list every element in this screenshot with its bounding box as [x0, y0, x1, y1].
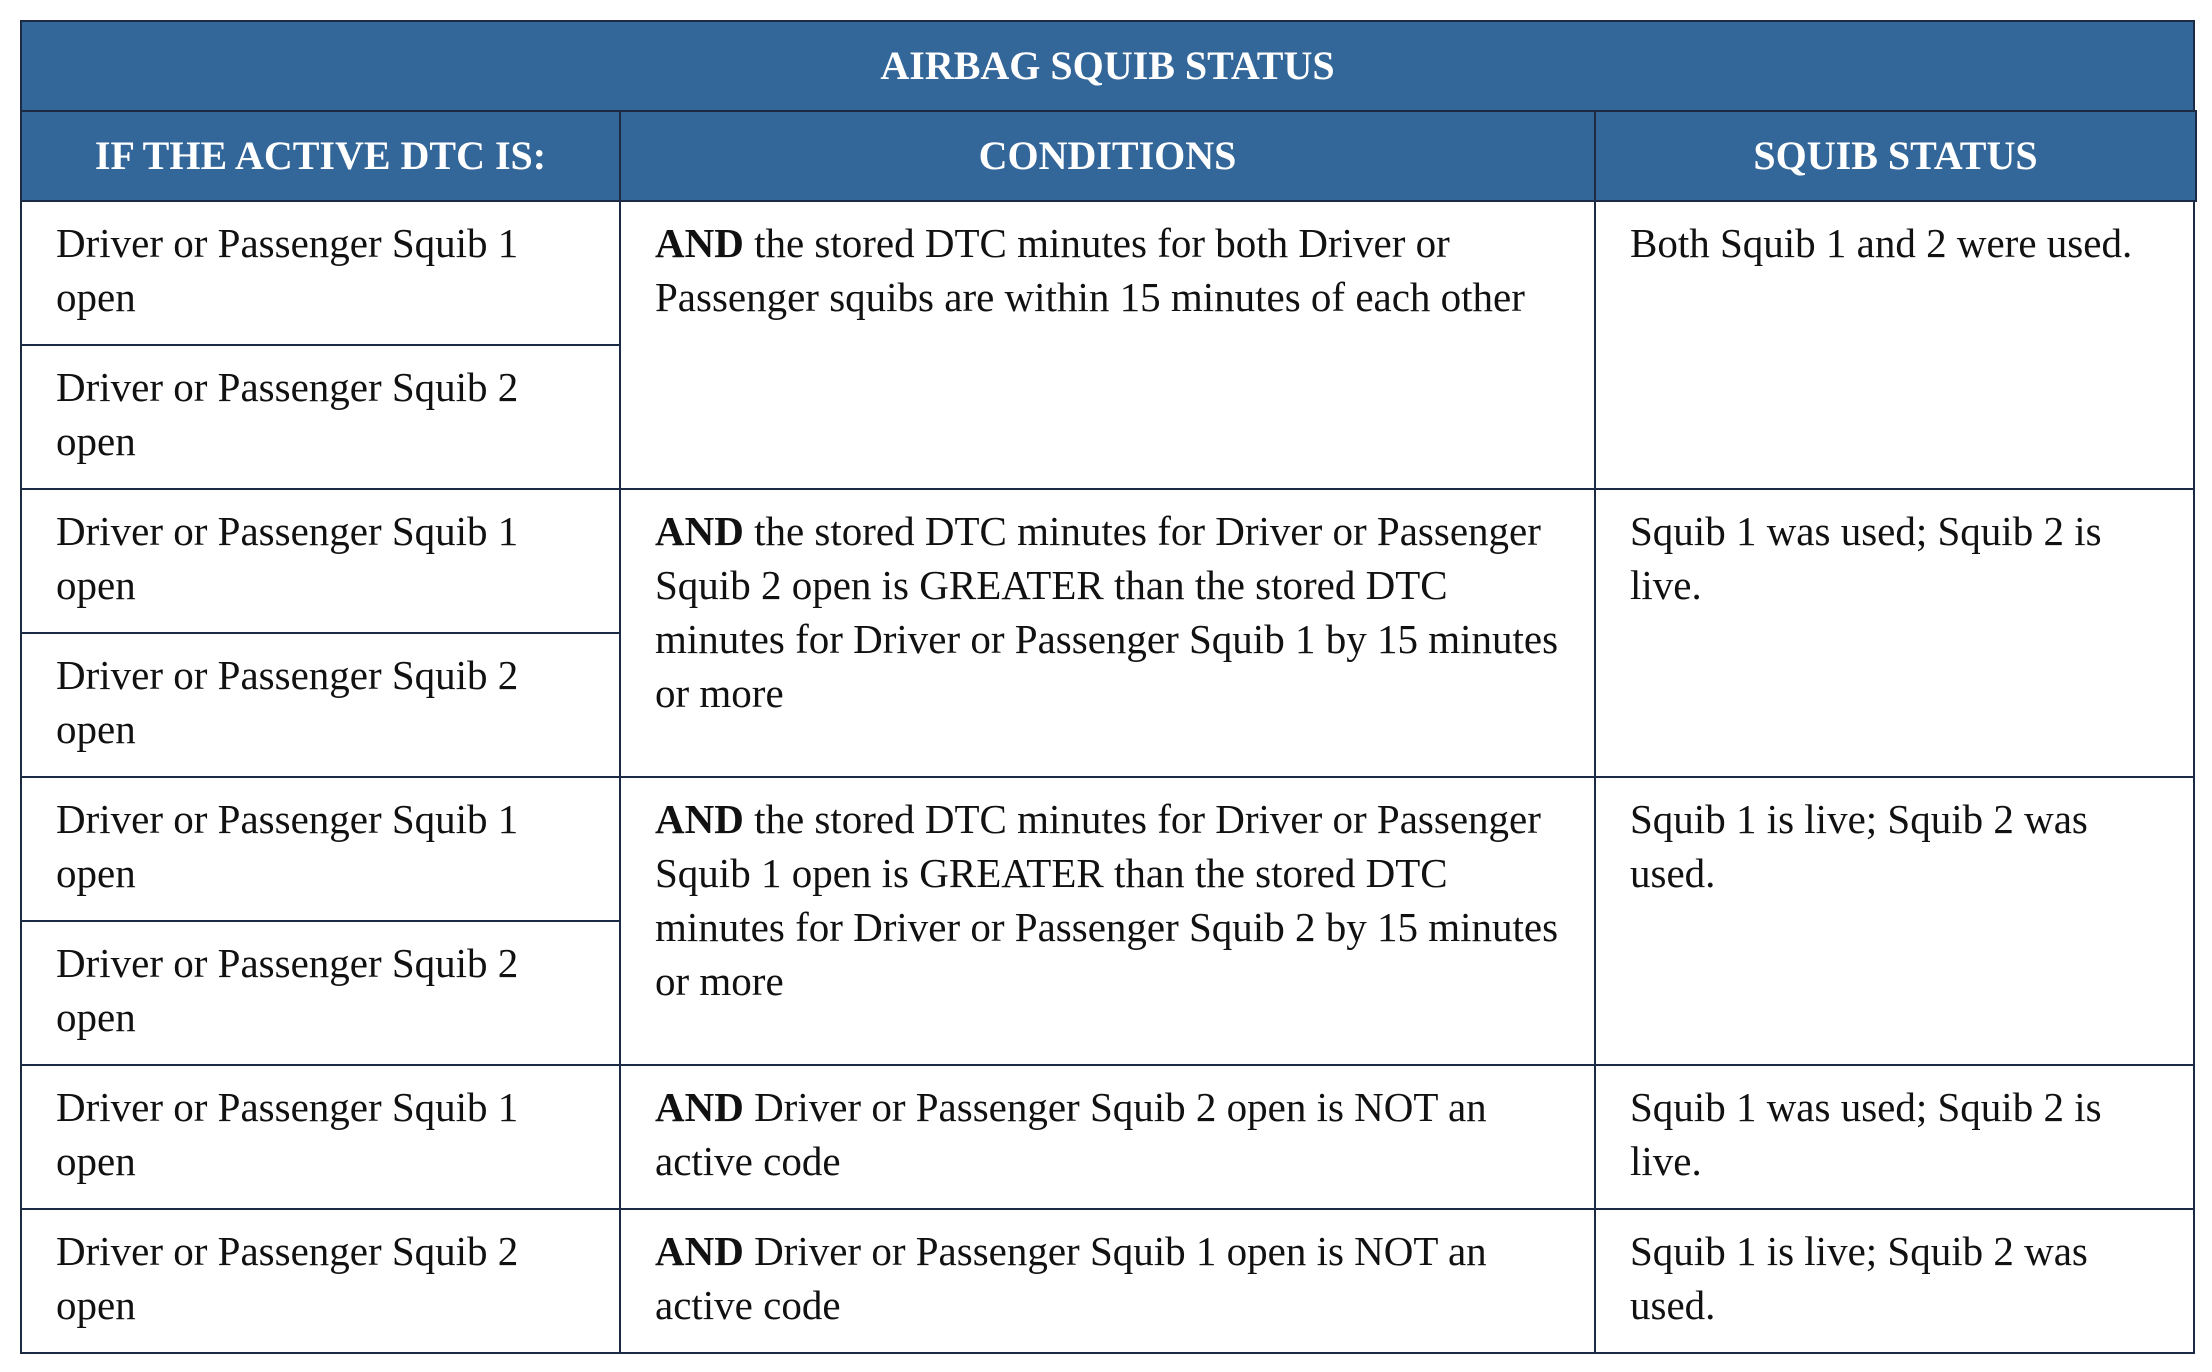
dtc-cell: Driver or Passenger Squib 2 open [20, 632, 621, 778]
conditions-text: Driver or Passenger Squib 1 open is NOT … [655, 1228, 1487, 1328]
dtc-cell: Driver or Passenger Squib 1 open [20, 776, 621, 922]
conditions-cell: AND the stored DTC minutes for both Driv… [619, 200, 1596, 490]
conditions-text: Driver or Passenger Squib 2 open is NOT … [655, 1084, 1487, 1184]
column-header: IF THE ACTIVE DTC IS: [20, 110, 621, 202]
status-cell: Squib 1 is live; Squib 2 was used. [1594, 776, 2195, 1066]
conditions-cell: AND Driver or Passenger Squib 2 open is … [619, 1064, 1596, 1210]
conditions-lead: AND [655, 796, 744, 842]
conditions-lead: AND [655, 1228, 744, 1274]
conditions-lead: AND [655, 220, 744, 266]
conditions-text: the stored DTC minutes for Driver or Pas… [655, 796, 1559, 1004]
table-title: AIRBAG SQUIB STATUS [20, 20, 2195, 112]
dtc-cell: Driver or Passenger Squib 1 open [20, 200, 621, 346]
status-cell: Squib 1 is live; Squib 2 was used. [1594, 1208, 2195, 1354]
conditions-lead: AND [655, 1084, 744, 1130]
status-cell: Both Squib 1 and 2 were used. [1594, 200, 2195, 490]
dtc-cell: Driver or Passenger Squib 1 open [20, 1064, 621, 1210]
dtc-cell: Driver or Passenger Squib 2 open [20, 344, 621, 490]
column-header: CONDITIONS [619, 110, 1596, 202]
conditions-lead: AND [655, 508, 744, 554]
dtc-cell: Driver or Passenger Squib 2 open [20, 1208, 621, 1354]
status-cell: Squib 1 was used; Squib 2 is live. [1594, 1064, 2195, 1210]
dtc-cell: Driver or Passenger Squib 1 open [20, 488, 621, 634]
column-header: SQUIB STATUS [1594, 110, 2197, 202]
conditions-cell: AND the stored DTC minutes for Driver or… [619, 488, 1596, 778]
conditions-cell: AND Driver or Passenger Squib 1 open is … [619, 1208, 1596, 1354]
conditions-text: the stored DTC minutes for Driver or Pas… [655, 508, 1559, 716]
dtc-cell: Driver or Passenger Squib 2 open [20, 920, 621, 1066]
conditions-text: the stored DTC minutes for both Driver o… [655, 220, 1525, 320]
conditions-cell: AND the stored DTC minutes for Driver or… [619, 776, 1596, 1066]
status-cell: Squib 1 was used; Squib 2 is live. [1594, 488, 2195, 778]
